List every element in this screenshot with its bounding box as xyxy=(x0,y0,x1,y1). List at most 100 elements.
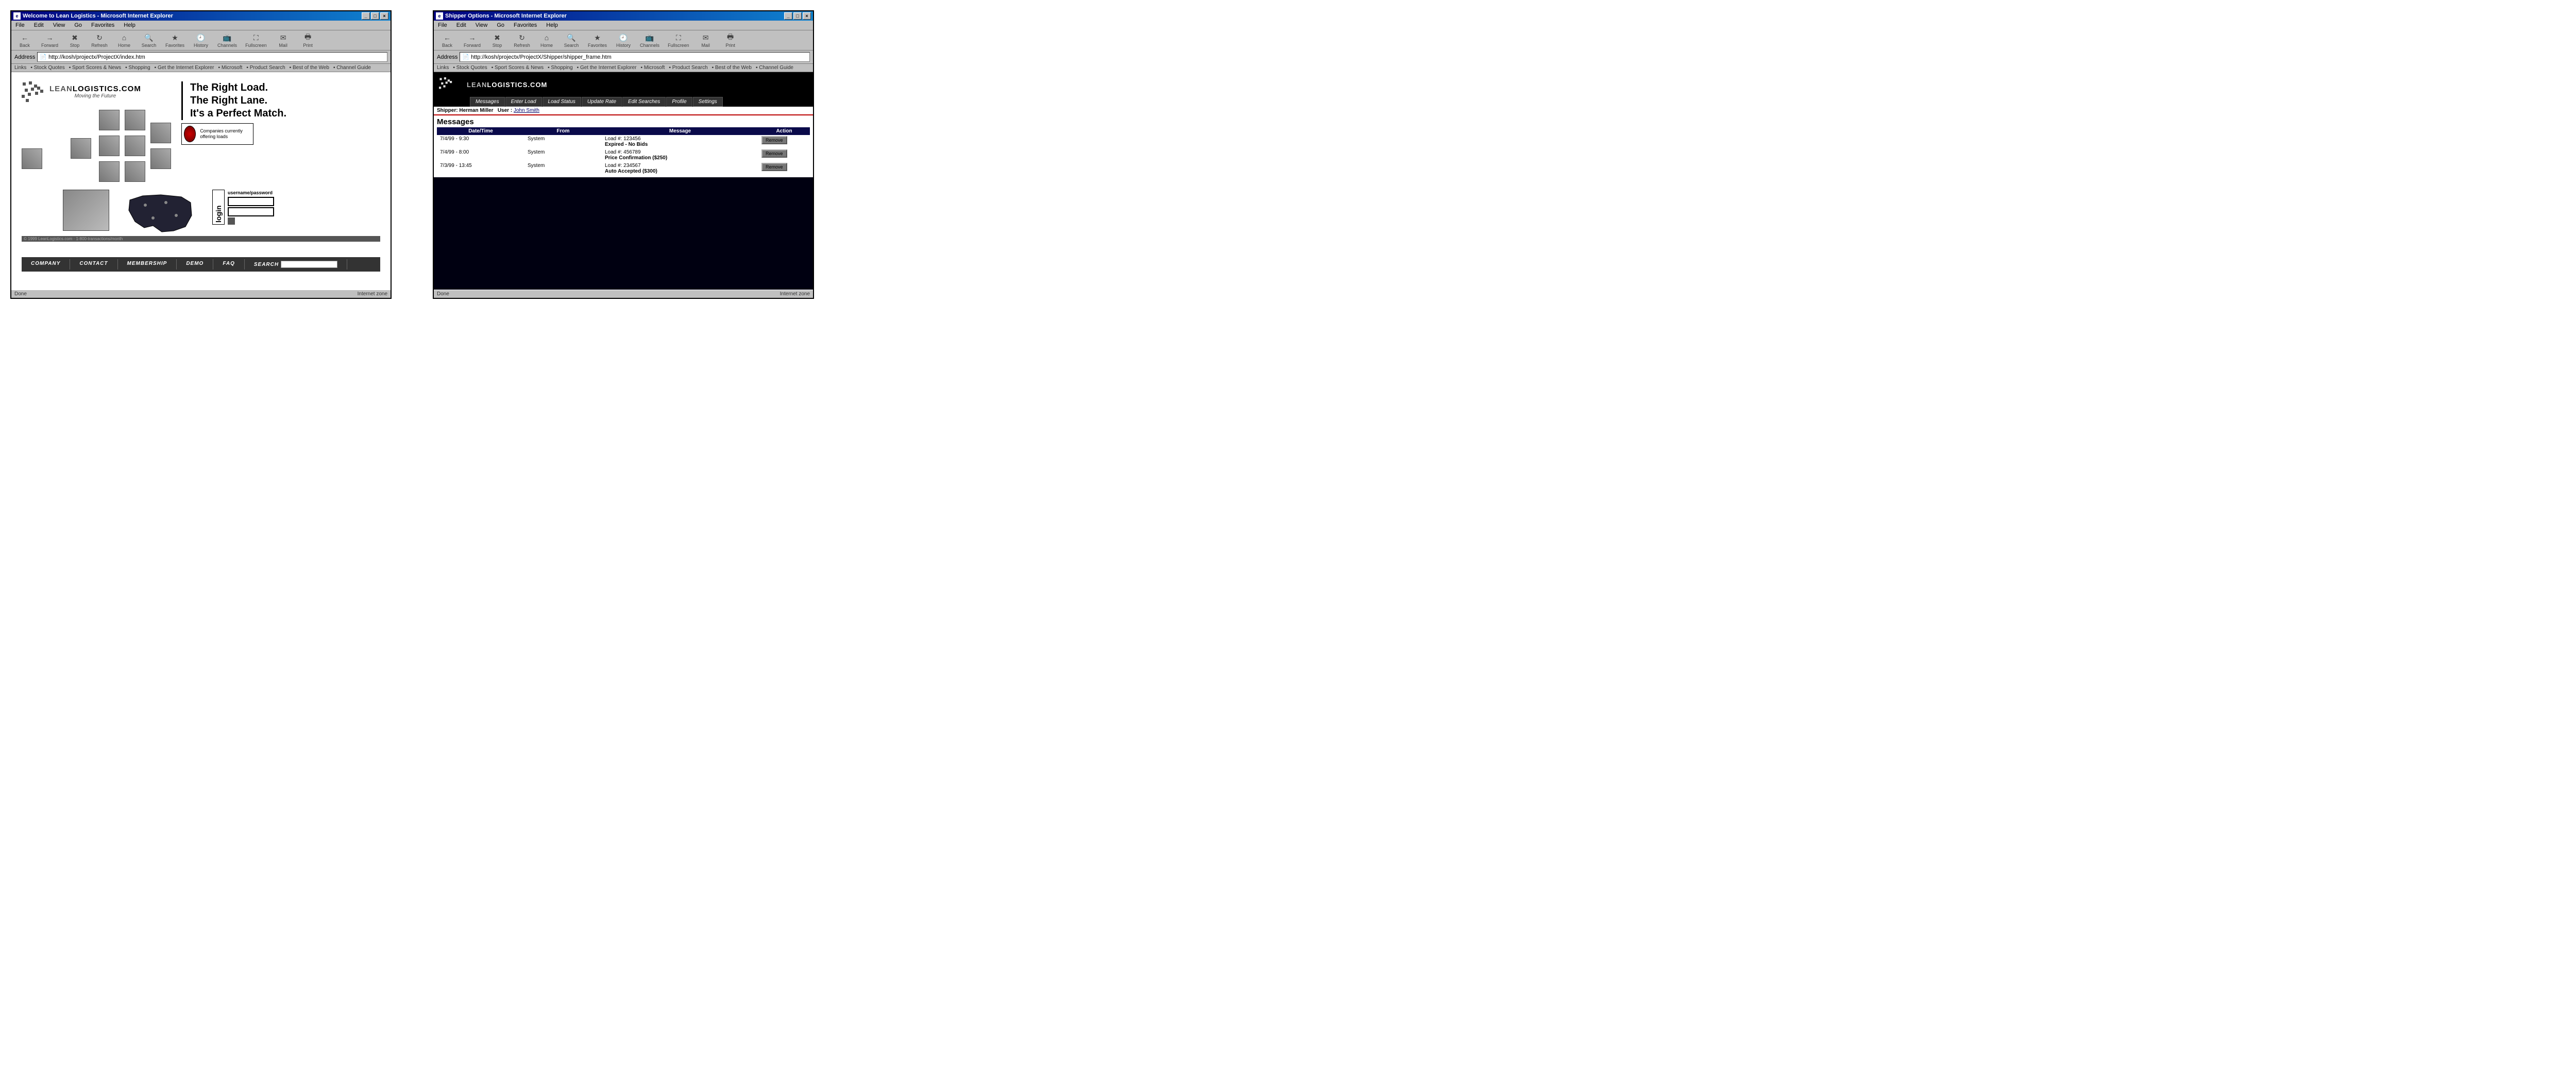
channels-button[interactable]: 📺Channels xyxy=(637,31,663,49)
page-content: LEANLOGISTICS.COM Moving the Future xyxy=(11,72,391,290)
menu-item[interactable]: Go xyxy=(495,22,506,29)
home-button[interactable]: ⌂Home xyxy=(535,31,558,49)
remove-button[interactable]: Remove xyxy=(761,149,787,158)
links-bar-item[interactable]: ▪ Get the Internet Explorer xyxy=(155,65,214,71)
home-button[interactable]: ⌂Home xyxy=(113,31,135,49)
forward-button[interactable]: →Forward xyxy=(461,31,484,49)
tab-load-status[interactable]: Load Status xyxy=(543,97,581,107)
home-icon: ⌂ xyxy=(119,32,129,43)
links-bar-item[interactable]: ▪ Sport Scores & News xyxy=(492,65,544,71)
print-icon: 🖶 xyxy=(725,32,736,43)
footer-faq[interactable]: FAQ xyxy=(213,259,245,270)
site-logo: LEANLOGISTICS.COM Moving the Future xyxy=(22,81,166,102)
menu-item[interactable]: Help xyxy=(122,22,138,29)
menu-item[interactable]: Edit xyxy=(454,22,468,29)
links-bar-item[interactable]: ▪ Channel Guide xyxy=(756,65,793,71)
site-logo: LEANLOGISTICS.COM xyxy=(439,74,808,95)
tab-edit-searches[interactable]: Edit Searches xyxy=(622,97,666,107)
links-bar-item[interactable]: ▪ Best of the Web xyxy=(290,65,329,71)
history-button[interactable]: 🕘History xyxy=(612,31,635,49)
menu-item[interactable]: View xyxy=(51,22,67,29)
search-icon: 🔍 xyxy=(566,32,577,43)
footer-search-input[interactable] xyxy=(281,261,337,268)
remove-button[interactable]: Remove xyxy=(761,163,787,171)
maximize-button[interactable]: □ xyxy=(371,12,379,20)
close-button[interactable]: × xyxy=(380,12,388,20)
menu-item[interactable]: Edit xyxy=(32,22,46,29)
menu-item[interactable]: View xyxy=(473,22,490,29)
print-button[interactable]: 🖶Print xyxy=(719,31,742,49)
msg-from: System xyxy=(524,136,602,142)
links-bar-item[interactable]: ▪ Microsoft xyxy=(641,65,665,71)
status-right: Internet zone xyxy=(358,291,387,297)
forward-icon: → xyxy=(467,32,478,43)
cocacola-logo-icon xyxy=(184,126,196,142)
menu-item[interactable]: Help xyxy=(544,22,560,29)
stop-button[interactable]: ✖Stop xyxy=(63,31,86,49)
address-input[interactable]: 📄 http://kosh/projectx/ProjectX/Shipper/… xyxy=(460,52,810,62)
footer-contact[interactable]: CONTACT xyxy=(70,259,117,270)
footer-membership[interactable]: MEMBERSHIP xyxy=(118,259,177,270)
back-icon: ← xyxy=(20,32,30,43)
links-bar-item[interactable]: ▪ Stock Quotes xyxy=(453,65,487,71)
back-button[interactable]: ←Back xyxy=(436,31,459,49)
user-link[interactable]: John Smith xyxy=(514,108,539,113)
tab-update-rate[interactable]: Update Rate xyxy=(582,97,622,107)
minimize-button[interactable]: _ xyxy=(784,12,792,20)
refresh-button[interactable]: ↻Refresh xyxy=(88,31,111,49)
links-bar-item[interactable]: ▪ Sport Scores & News xyxy=(69,65,121,71)
msg-datetime: 7/4/99 - 8:00 xyxy=(437,149,524,156)
links-bar-item[interactable]: ▪ Shopping xyxy=(548,65,573,71)
maximize-button[interactable]: □ xyxy=(793,12,802,20)
minimize-button[interactable]: _ xyxy=(362,12,370,20)
search-icon: 🔍 xyxy=(144,32,154,43)
menu-item[interactable]: File xyxy=(436,22,449,29)
menu-item[interactable]: Favorites xyxy=(512,22,539,29)
tab-enter-load[interactable]: Enter Load xyxy=(505,97,542,107)
tab-profile[interactable]: Profile xyxy=(666,97,692,107)
print-button[interactable]: 🖶Print xyxy=(297,31,319,49)
tab-settings[interactable]: Settings xyxy=(693,97,723,107)
app-tabs: MessagesEnter LoadLoad StatusUpdate Rate… xyxy=(439,97,808,107)
links-bar-item[interactable]: ▪ Stock Quotes xyxy=(30,65,64,71)
favorites-button[interactable]: ★Favorites xyxy=(585,31,610,49)
footer-demo[interactable]: DEMO xyxy=(177,259,213,270)
search-button[interactable]: 🔍Search xyxy=(138,31,160,49)
links-bar-item[interactable]: ▪ Best of the Web xyxy=(712,65,752,71)
links-bar-item[interactable]: ▪ Channel Guide xyxy=(333,65,371,71)
menu-item[interactable]: Favorites xyxy=(89,22,116,29)
links-label: Links xyxy=(437,65,449,71)
address-input[interactable]: 📄 http://kosh/projectx/ProjectX/index.ht… xyxy=(37,52,387,62)
username-input[interactable] xyxy=(228,197,274,206)
stop-button[interactable]: ✖Stop xyxy=(486,31,509,49)
footer-search[interactable]: SEARCH xyxy=(245,259,347,270)
fullscreen-button[interactable]: ⛶Fullscreen xyxy=(242,31,270,49)
remove-button[interactable]: Remove xyxy=(761,136,787,144)
browser-window-1: e Welcome to Lean Logistics - Microsoft … xyxy=(10,10,392,299)
links-bar-item[interactable]: ▪ Shopping xyxy=(125,65,150,71)
tab-messages[interactable]: Messages xyxy=(470,97,505,107)
menu-item[interactable]: Go xyxy=(72,22,84,29)
links-bar-item[interactable]: ▪ Product Search xyxy=(669,65,707,71)
channels-button[interactable]: 📺Channels xyxy=(214,31,240,49)
stop-icon: ✖ xyxy=(492,32,502,43)
history-button[interactable]: 🕘History xyxy=(190,31,212,49)
mail-button[interactable]: ✉Mail xyxy=(694,31,717,49)
refresh-button[interactable]: ↻Refresh xyxy=(511,31,533,49)
links-bar-item[interactable]: ▪ Microsoft xyxy=(218,65,243,71)
footer-company[interactable]: COMPANY xyxy=(22,259,70,270)
fullscreen-button[interactable]: ⛶Fullscreen xyxy=(665,31,692,49)
back-button[interactable]: ←Back xyxy=(13,31,36,49)
menu-item[interactable]: File xyxy=(13,22,27,29)
search-button[interactable]: 🔍Search xyxy=(560,31,583,49)
close-button[interactable]: × xyxy=(803,12,811,20)
favorites-icon: ★ xyxy=(592,32,603,43)
links-bar-item[interactable]: ▪ Product Search xyxy=(246,65,285,71)
favorites-button[interactable]: ★Favorites xyxy=(162,31,188,49)
forward-button[interactable]: →Forward xyxy=(38,31,61,49)
links-bar-item[interactable]: ▪ Get the Internet Explorer xyxy=(577,65,637,71)
favorites-icon: ★ xyxy=(170,32,180,43)
mail-button[interactable]: ✉Mail xyxy=(272,31,295,49)
password-input[interactable] xyxy=(228,207,274,216)
login-submit-button[interactable] xyxy=(228,217,235,225)
